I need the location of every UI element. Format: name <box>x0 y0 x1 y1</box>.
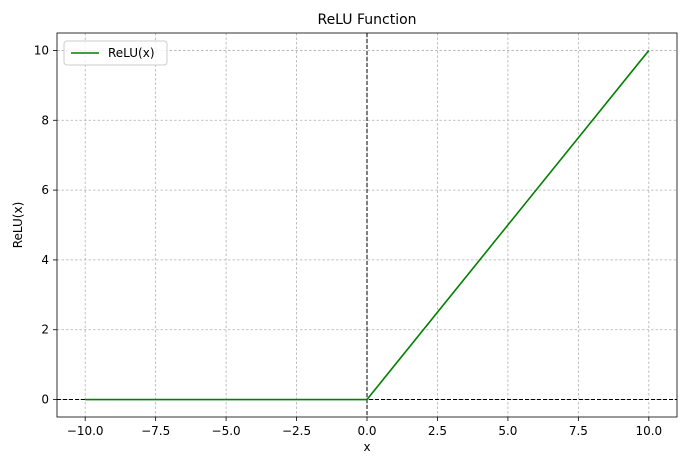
reference-lines <box>57 33 677 417</box>
series-layer <box>85 49 650 401</box>
x-tick-label: −7.5 <box>141 424 170 438</box>
y-tick-label: 10 <box>34 43 49 57</box>
legend: ReLU(x) <box>63 40 168 66</box>
x-tick-label: 5.0 <box>498 424 517 438</box>
y-tick-label: 8 <box>41 113 49 127</box>
x-tick-label: −10.0 <box>67 424 104 438</box>
y-ticks: 0 2 4 6 8 10 <box>34 43 57 407</box>
legend-label: ReLU(x) <box>108 46 155 60</box>
x-tick-label: −5.0 <box>212 424 241 438</box>
y-tick-label: 2 <box>41 323 49 337</box>
x-tick-label: −2.5 <box>282 424 311 438</box>
y-tick-label: 6 <box>41 183 49 197</box>
x-tick-label: 0.0 <box>357 424 376 438</box>
x-ticks: −10.0 −7.5 −5.0 −2.5 0.0 2.5 5.0 7.5 10.0 <box>67 417 662 438</box>
x-axis-label: x <box>363 440 370 454</box>
series-line <box>85 49 650 401</box>
y-tick-label: 0 <box>41 393 49 407</box>
x-tick-label: 10.0 <box>635 424 662 438</box>
y-tick-label: 4 <box>41 253 49 267</box>
y-axis-label: ReLU(x) <box>11 202 25 249</box>
legend-box <box>63 40 168 66</box>
chart-title: ReLU Function <box>317 12 416 28</box>
x-tick-label: 7.5 <box>569 424 588 438</box>
x-tick-label: 2.5 <box>428 424 447 438</box>
